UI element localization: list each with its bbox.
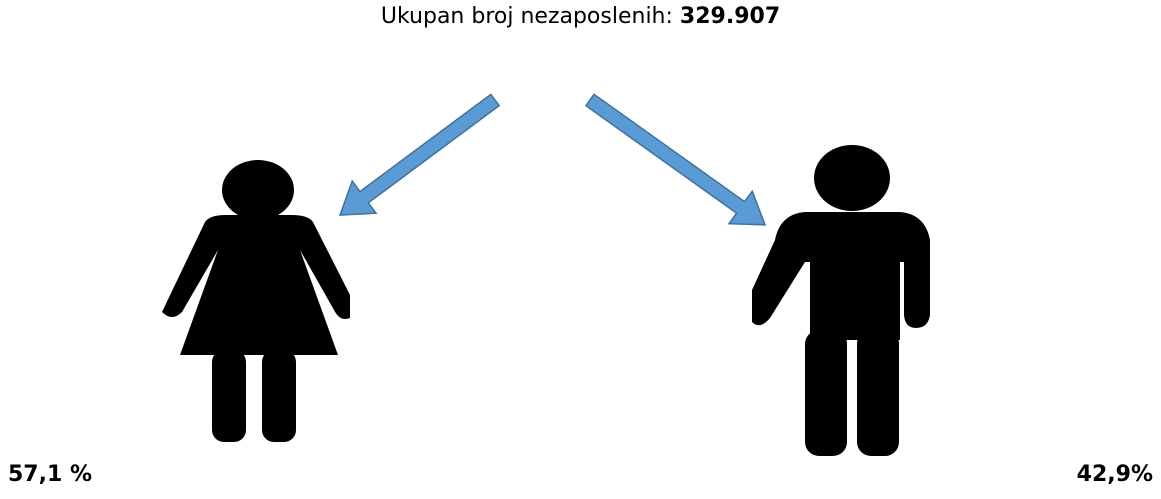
arrow-right [584,93,767,226]
percent-women: 57,1 % [8,462,92,487]
title-label: Ukupan broj nezaposlenih: [380,4,673,29]
man-icon [752,145,930,456]
percent-men: 42,9% [1076,462,1153,487]
arrow-left [338,93,501,216]
title-value: 329.907 [679,4,781,29]
title: Ukupan broj nezaposlenih: 329.907 [0,4,1161,29]
woman-icon [162,160,350,442]
